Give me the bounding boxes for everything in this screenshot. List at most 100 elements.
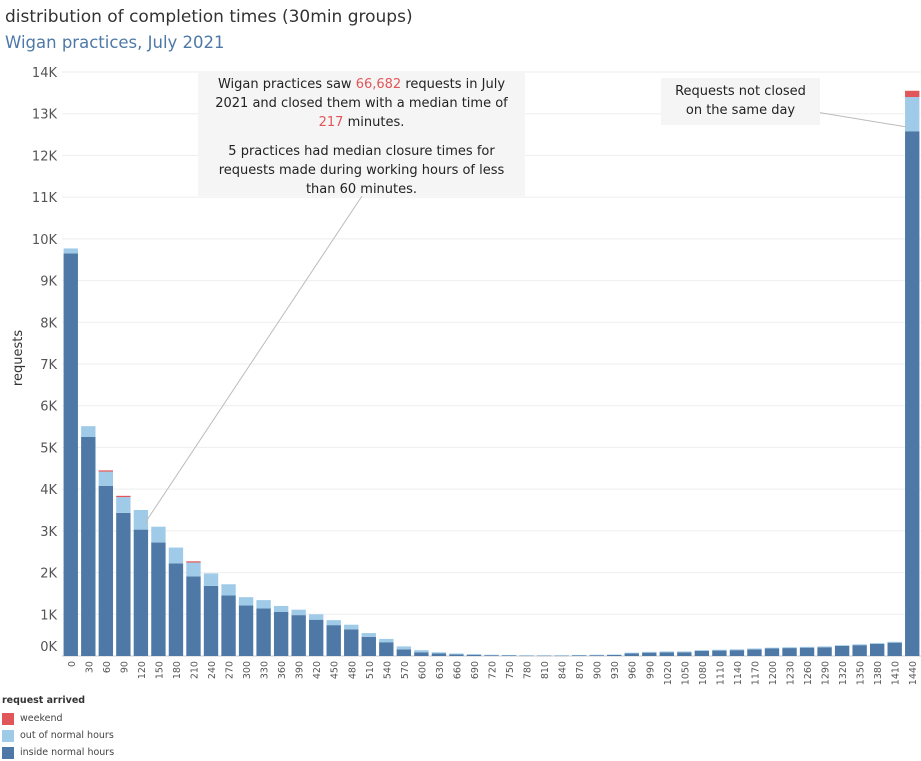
bar-segment-out-of-normal-hours[interactable] [799,646,815,648]
bar-segment-out-of-normal-hours[interactable] [273,605,289,612]
bar-segment-out-of-normal-hours[interactable] [414,650,429,653]
bar-segment-inside-normal-hours[interactable] [133,529,149,656]
bar-segment-inside-normal-hours[interactable] [168,563,184,656]
bar-segment-out-of-normal-hours[interactable] [677,651,692,653]
bar-segment-inside-normal-hours[interactable] [414,652,429,656]
bar-segment-out-of-normal-hours[interactable] [519,655,534,656]
bar-segment-out-of-normal-hours[interactable] [238,597,254,606]
bar-segment-out-of-normal-hours[interactable] [133,510,149,530]
bar-segment-out-of-normal-hours[interactable] [747,648,762,650]
bar-segment-inside-normal-hours[interactable] [273,611,289,656]
bar-segment-weekend[interactable] [905,90,920,98]
bar-segment-inside-normal-hours[interactable] [98,485,114,656]
bar-segment-out-of-normal-hours[interactable] [291,609,306,616]
bar-segment-out-of-normal-hours[interactable] [431,652,447,654]
bar-segment-weekend[interactable] [98,470,114,472]
bar-segment-inside-normal-hours[interactable] [659,652,674,656]
bar-segment-inside-normal-hours[interactable] [571,655,587,656]
bar-segment-out-of-normal-hours[interactable] [729,649,745,651]
bar-segment-inside-normal-hours[interactable] [747,649,762,656]
legend-item-out-of-normal-hours[interactable]: out of normal hours [2,727,114,744]
bar-segment-inside-normal-hours[interactable] [536,655,552,657]
bar-segment-inside-normal-hours[interactable] [361,636,376,656]
bar-segment-inside-normal-hours[interactable] [221,595,236,656]
bar-segment-out-of-normal-hours[interactable] [466,654,482,655]
bar-segment-inside-normal-hours[interactable] [799,647,815,656]
bar-segment-out-of-normal-hours[interactable] [256,600,271,609]
bar-segment-out-of-normal-hours[interactable] [712,649,727,651]
bar-segment-out-of-normal-hours[interactable] [869,643,885,644]
bar-segment-inside-normal-hours[interactable] [466,654,482,656]
bar-segment-inside-normal-hours[interactable] [782,648,797,656]
bar-segment-out-of-normal-hours[interactable] [221,584,236,596]
bar-segment-out-of-normal-hours[interactable] [624,652,639,654]
bar-segment-out-of-normal-hours[interactable] [98,471,114,486]
bar-segment-out-of-normal-hours[interactable] [852,644,867,646]
bar-segment-out-of-normal-hours[interactable] [203,573,219,586]
bar-segment-inside-normal-hours[interactable] [151,542,166,656]
bar-segment-out-of-normal-hours[interactable] [63,248,78,254]
bar-segment-out-of-normal-hours[interactable] [361,633,376,637]
bar-segment-inside-normal-hours[interactable] [344,629,359,656]
bar-segment-out-of-normal-hours[interactable] [536,655,552,656]
bar-segment-out-of-normal-hours[interactable] [396,646,412,650]
bar-segment-inside-normal-hours[interactable] [203,585,219,656]
bar-segment-out-of-normal-hours[interactable] [309,614,324,620]
bar-segment-inside-normal-hours[interactable] [712,650,727,656]
bar-segment-inside-normal-hours[interactable] [291,615,306,656]
bar-segment-out-of-normal-hours[interactable] [905,97,920,132]
bar-segment-out-of-normal-hours[interactable] [782,647,797,649]
bar-segment-inside-normal-hours[interactable] [501,655,517,656]
bar-segment-out-of-normal-hours[interactable] [168,547,184,564]
bar-segment-inside-normal-hours[interactable] [554,655,569,657]
bar-segment-inside-normal-hours[interactable] [484,655,499,656]
bar-segment-out-of-normal-hours[interactable] [379,638,394,643]
bar-segment-out-of-normal-hours[interactable] [344,624,359,630]
bar-segment-inside-normal-hours[interactable] [519,655,534,657]
bar-segment-out-of-normal-hours[interactable] [694,650,710,651]
bar-segment-inside-normal-hours[interactable] [589,655,604,656]
bar-segment-out-of-normal-hours[interactable] [81,426,96,437]
bar-segment-inside-normal-hours[interactable] [817,647,832,656]
bar-segment-inside-normal-hours[interactable] [852,645,867,656]
bar-segment-inside-normal-hours[interactable] [607,654,622,656]
bar-segment-out-of-normal-hours[interactable] [501,654,517,656]
bar-segment-weekend[interactable] [116,495,131,498]
bar-segment-out-of-normal-hours[interactable] [887,641,902,643]
bar-segment-inside-normal-hours[interactable] [326,625,341,656]
bar-segment-out-of-normal-hours[interactable] [554,655,569,656]
legend-item-weekend[interactable]: weekend [2,710,114,727]
bar-segment-out-of-normal-hours[interactable] [817,646,832,648]
bar-segment-inside-normal-hours[interactable] [431,653,447,656]
bar-segment-inside-normal-hours[interactable] [449,654,464,656]
bar-segment-out-of-normal-hours[interactable] [449,653,464,655]
bar-segment-inside-normal-hours[interactable] [63,253,78,656]
bar-segment-out-of-normal-hours[interactable] [571,654,587,656]
bar-segment-out-of-normal-hours[interactable] [834,645,850,646]
bar-segment-out-of-normal-hours[interactable] [659,651,674,653]
bar-segment-inside-normal-hours[interactable] [186,576,201,656]
bar-segment-inside-normal-hours[interactable] [116,512,131,656]
bar-segment-inside-normal-hours[interactable] [729,650,745,656]
bar-segment-inside-normal-hours[interactable] [81,437,96,656]
bar-segment-out-of-normal-hours[interactable] [326,620,341,626]
bar-segment-out-of-normal-hours[interactable] [589,654,604,656]
bar-segment-out-of-normal-hours[interactable] [764,647,780,649]
bar-segment-out-of-normal-hours[interactable] [642,651,657,653]
bar-segment-out-of-normal-hours[interactable] [186,562,201,577]
bar-segment-inside-normal-hours[interactable] [642,652,657,656]
bar-segment-inside-normal-hours[interactable] [764,648,780,656]
bar-segment-inside-normal-hours[interactable] [256,608,271,656]
bar-segment-inside-normal-hours[interactable] [834,645,850,656]
bar-segment-inside-normal-hours[interactable] [379,642,394,656]
bar-segment-inside-normal-hours[interactable] [624,653,639,656]
bar-segment-inside-normal-hours[interactable] [694,650,710,656]
bar-segment-inside-normal-hours[interactable] [905,131,920,657]
bar-segment-out-of-normal-hours[interactable] [484,654,499,656]
bar-segment-inside-normal-hours[interactable] [309,619,324,656]
bar-segment-inside-normal-hours[interactable] [396,649,412,656]
bar-segment-out-of-normal-hours[interactable] [607,654,622,656]
bar-segment-inside-normal-hours[interactable] [869,643,885,656]
bar-segment-inside-normal-hours[interactable] [238,605,254,656]
bar-segment-out-of-normal-hours[interactable] [151,526,166,543]
